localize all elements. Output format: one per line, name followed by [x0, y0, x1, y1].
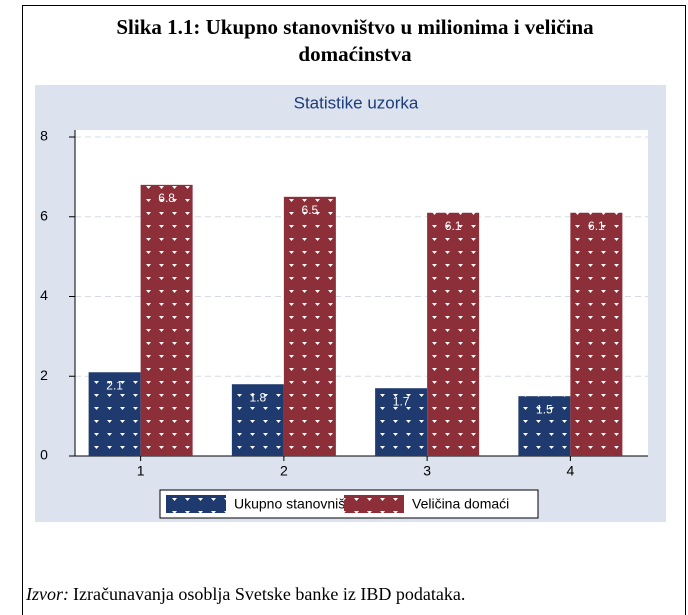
legend-label: Veličina domaći	[412, 496, 509, 512]
legend-swatch	[166, 495, 226, 513]
data-label: 2.1	[106, 378, 123, 392]
x-tick-label: 3	[423, 463, 431, 479]
data-label: 6.5	[302, 203, 319, 217]
data-label: 6.8	[158, 191, 175, 205]
legend-swatch	[344, 495, 404, 513]
frame	[22, 5, 686, 615]
bar	[375, 388, 428, 456]
y-tick-label: 4	[40, 287, 48, 303]
y-tick-label: 2	[40, 367, 48, 383]
x-tick-label: 4	[566, 463, 574, 479]
chart-title: Statistike uzorka	[294, 93, 419, 112]
bar	[570, 212, 623, 456]
y-tick-label: 0	[40, 447, 48, 463]
x-tick-label: 1	[137, 463, 145, 479]
source-label: Izvor:	[26, 584, 69, 604]
bar	[283, 196, 336, 456]
data-label: 1.7	[393, 394, 410, 408]
bar	[88, 372, 141, 456]
y-tick-label: 8	[40, 128, 48, 144]
chart: Statistike uzorka 0 2 4 6 8 1 2.1 6.8 2 1.8 6.5 3 1.…	[35, 85, 666, 522]
bar	[140, 184, 193, 456]
bar	[231, 384, 284, 456]
x-tick-label: 2	[280, 463, 288, 479]
data-label: 1.8	[250, 390, 267, 404]
data-label: 6.1	[588, 219, 605, 233]
caption: Slika 1.1: Ukupno stanovništvo u milioni…	[116, 15, 594, 66]
source-text: Izračunavanja osoblja Svetske banke iz I…	[73, 584, 466, 604]
source: Izvor: Izračunavanja osoblja Svetske bank…	[26, 584, 465, 605]
data-label: 6.1	[445, 219, 462, 233]
bar	[518, 396, 571, 456]
legend-label: Ukupno stanovniš	[234, 496, 345, 512]
y-tick-label: 6	[40, 207, 48, 223]
bar	[427, 212, 480, 456]
data-label: 1.5	[536, 402, 553, 416]
